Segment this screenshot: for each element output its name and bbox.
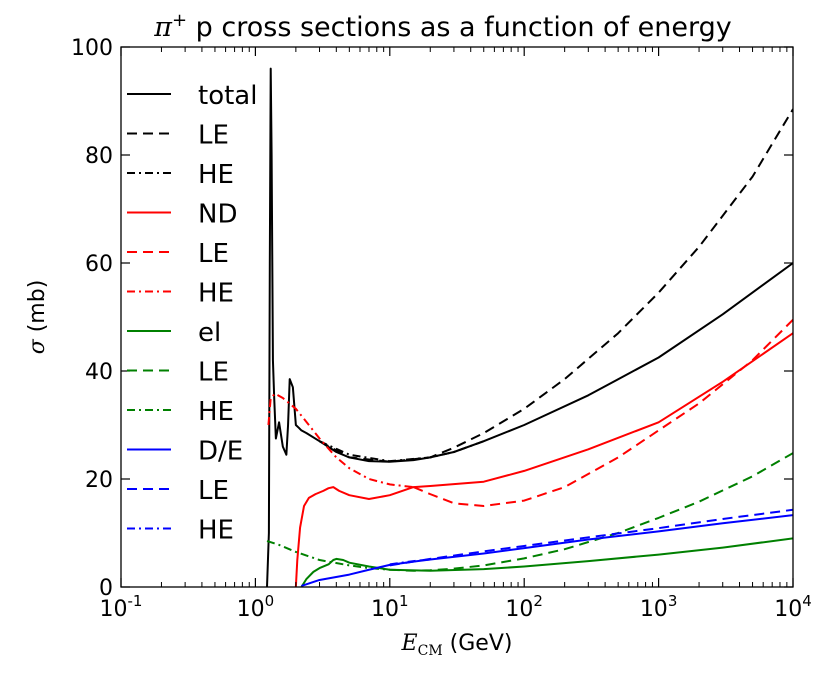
y-axis-label: σ (mb) [25, 280, 50, 355]
plot-frame [120, 46, 794, 588]
legend-label-9: D/E [198, 437, 243, 467]
x-tick-label-5: 104 [774, 592, 812, 622]
series-line-4 [413, 318, 793, 507]
x-tick-label-3: 102 [505, 592, 543, 622]
series-line-0 [266, 67, 793, 587]
x-axis-label: ECM (GeV) [401, 631, 513, 659]
x-axis-subscript: CM [418, 643, 443, 659]
series-line-9 [301, 514, 793, 587]
legend-label-2: HE [198, 160, 234, 190]
x-tick-label-4: 103 [640, 592, 678, 622]
x-tick-label-2: 101 [371, 592, 409, 622]
y-tick-label-1: 20 [85, 468, 113, 493]
title-symbol: π [153, 12, 173, 43]
y-tick-label-0: 0 [99, 576, 113, 601]
series-line-2 [319, 440, 485, 463]
legend-label-1: LE [198, 121, 229, 151]
series-line-6 [300, 537, 793, 587]
title-text: p cross sections as a function of energy [187, 12, 732, 43]
x-axis-unit: (GeV) [443, 631, 513, 656]
x-tick-label-1: 100 [237, 592, 275, 622]
y-tick-label-3: 60 [85, 252, 113, 277]
series-line-3 [294, 332, 793, 587]
tick-layer: 10-1 100 101 102 103 104 0 20 40 60 80 100 [71, 36, 812, 622]
series-line-11 [389, 558, 431, 566]
series-line-10 [389, 508, 793, 567]
series-line-7 [389, 452, 793, 572]
legend: total LE HE ND LE HE el LE HE D/E LE HE [127, 81, 257, 546]
legend-label-3: ND [198, 200, 237, 230]
legend-label-5: HE [198, 279, 234, 309]
legend-label-10: LE [198, 476, 229, 506]
title-superscript: + [172, 10, 187, 31]
legend-label-4: LE [198, 239, 229, 269]
x-tick-label-0: 10-1 [100, 592, 143, 622]
legend-label-11: HE [198, 516, 234, 546]
y-tick-label-4: 80 [85, 144, 113, 169]
series-line-5 [267, 392, 414, 489]
series-layer [266, 67, 793, 587]
y-axis-unit: (mb) [25, 280, 50, 340]
series-line-8 [266, 540, 390, 571]
legend-label-6: el [198, 318, 221, 348]
series-line-1 [319, 108, 793, 463]
legend-label-7: LE [198, 358, 229, 388]
legend-label-8: HE [198, 397, 234, 427]
x-axis-symbol: E [401, 631, 418, 656]
y-tick-label-5: 100 [71, 36, 113, 61]
legend-label-0: total [198, 81, 257, 111]
y-axis-symbol: σ [25, 338, 50, 354]
chart-title: π+ p cross sections as a function of ene… [153, 10, 732, 43]
y-tick-label-2: 40 [85, 360, 113, 385]
